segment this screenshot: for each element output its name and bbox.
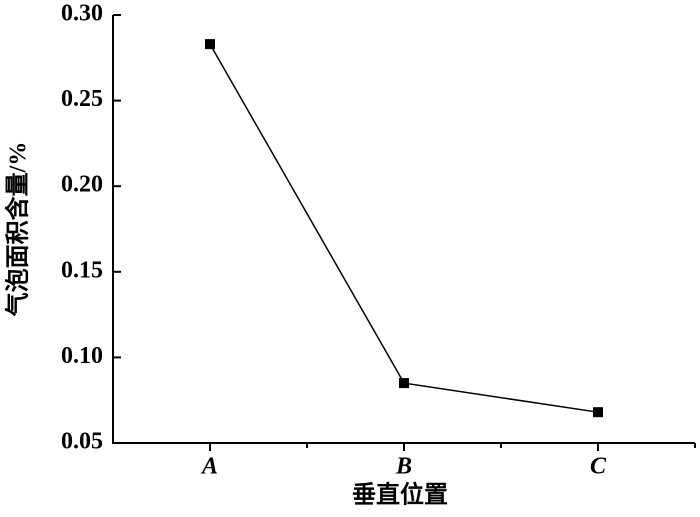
y-tick-label: 0.30 [61, 1, 103, 27]
y-tick-label: 0.20 [61, 172, 103, 198]
marker [399, 378, 409, 389]
x-axis-label: 垂直位置 [352, 481, 448, 509]
y-tick-label: 0.25 [61, 86, 103, 112]
line [209, 43, 599, 413]
y-tick-label: 0.10 [61, 343, 103, 369]
y-tick-label: 0.05 [61, 429, 103, 455]
y-tick-label: 0.15 [61, 257, 103, 283]
y-axis-label: 气泡面积含量/% [4, 142, 32, 318]
x-tick-label: A [200, 454, 218, 480]
x-tick-label: C [590, 454, 607, 480]
marker [593, 407, 603, 418]
marker [205, 39, 215, 50]
x-tick-label: B [395, 454, 412, 480]
